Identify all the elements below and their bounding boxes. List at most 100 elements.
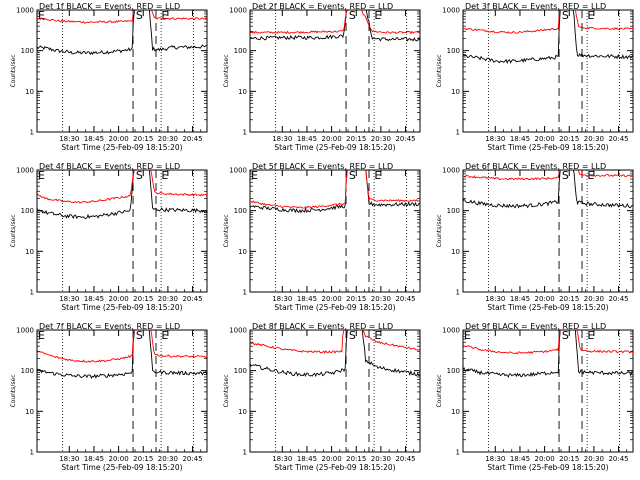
chart-panel: Det 4f BLACK = Events, RED = LLD 1 10 100 10… xyxy=(10,162,208,312)
marker-label: S xyxy=(136,329,143,342)
x-tick-label: 20:15 xyxy=(346,135,366,143)
marker-label: S xyxy=(136,9,143,22)
x-tick-label: 18:30 xyxy=(59,135,79,143)
chart-panel: Det 6f BLACK = Events, RED = LLD 1 10 100 10… xyxy=(436,162,634,312)
x-axis-label: Start Time (25-Feb-09 18:15:20) xyxy=(274,303,395,312)
plot-frame xyxy=(462,169,634,293)
x-tick-label: 20:15 xyxy=(133,455,153,463)
plot-frame xyxy=(249,329,421,453)
x-tick-label: 20:30 xyxy=(371,295,391,303)
series-line-events xyxy=(37,330,207,380)
marker-label: E xyxy=(161,329,168,342)
x-tick-label: 20:15 xyxy=(559,295,579,303)
x-tick-label: 20:45 xyxy=(182,135,202,143)
y-tick-label: 100 xyxy=(447,367,460,375)
x-tick-label: 18:30 xyxy=(485,135,505,143)
chart-title: Det 5f BLACK = Events, RED = LLD xyxy=(252,162,393,171)
x-tick-label: 20:15 xyxy=(559,455,579,463)
y-tick-label: 100 xyxy=(234,47,247,55)
y-tick-label: 10 xyxy=(238,408,247,416)
chart-panel: Det 2f BLACK = Events, RED = LLD 1 10 100 10… xyxy=(223,2,421,152)
series-line-events xyxy=(250,170,420,214)
y-axis-label: Counts/sec xyxy=(436,214,443,247)
chart-panel: Det 5f BLACK = Events, RED = LLD 1 10 100 10… xyxy=(223,162,421,312)
x-tick-label: 20:45 xyxy=(182,455,202,463)
y-tick-label: 1 xyxy=(30,129,34,137)
x-axis-label: Start Time (25-Feb-09 18:15:20) xyxy=(274,463,395,472)
y-tick-label: 10 xyxy=(238,248,247,256)
chart-title: Det 6f BLACK = Events, RED = LLD xyxy=(465,162,606,171)
x-tick-label: 20:30 xyxy=(158,135,178,143)
x-tick-label: 20:30 xyxy=(371,455,391,463)
y-axis-label: Counts/sec xyxy=(436,54,443,87)
x-tick-label: 20:15 xyxy=(346,295,366,303)
x-tick-label: 18:45 xyxy=(510,455,530,463)
chart-title: Det 9f BLACK = Events, RED = LLD xyxy=(465,322,606,331)
x-tick-label: 18:30 xyxy=(485,455,505,463)
marker-label: S xyxy=(562,9,569,22)
x-tick-label: 18:30 xyxy=(485,295,505,303)
x-tick-label: 18:30 xyxy=(272,455,292,463)
y-tick-label: 1 xyxy=(456,449,460,457)
plot-frame xyxy=(36,169,208,293)
x-tick-label: 18:30 xyxy=(59,455,79,463)
marker-label: S xyxy=(349,169,356,182)
y-tick-label: 1 xyxy=(456,289,460,297)
x-tick-label: 20:00 xyxy=(322,455,342,463)
x-axis-label: Start Time (25-Feb-09 18:15:20) xyxy=(61,143,182,152)
x-tick-label: 20:30 xyxy=(584,135,604,143)
x-tick-label: 18:45 xyxy=(297,295,317,303)
y-tick-label: 1000 xyxy=(229,327,247,335)
x-tick-label: 20:00 xyxy=(322,135,342,143)
y-axis-label: Counts/sec xyxy=(10,214,17,247)
x-tick-label: 18:45 xyxy=(510,295,530,303)
marker-label: E xyxy=(251,169,258,182)
series-line-lld xyxy=(463,170,633,181)
chart-panel: Det 9f BLACK = Events, RED = LLD 1 10 100 10… xyxy=(436,322,634,472)
y-tick-label: 10 xyxy=(25,88,34,96)
series-line-lld xyxy=(37,330,207,363)
series-line-events xyxy=(37,10,207,56)
plot-frame xyxy=(36,9,208,133)
series-line-lld xyxy=(463,10,633,34)
chart-title: Det 3f BLACK = Events, RED = LLD xyxy=(465,2,606,11)
marker-label: E xyxy=(38,169,45,182)
x-tick-label: 20:15 xyxy=(133,135,153,143)
series-line-events xyxy=(463,10,633,65)
x-tick-label: 20:30 xyxy=(584,295,604,303)
plot-frame xyxy=(462,329,634,453)
chart-panel: Det 8f BLACK = Events, RED = LLD 1 10 100 10… xyxy=(223,322,421,472)
x-axis-label: Start Time (25-Feb-09 18:15:20) xyxy=(487,143,608,152)
x-axis-label: Start Time (25-Feb-09 18:15:20) xyxy=(61,463,182,472)
chart-title: Det 7f BLACK = Events, RED = LLD xyxy=(39,322,180,331)
y-axis-label: Counts/sec xyxy=(10,374,17,407)
y-tick-label: 1 xyxy=(243,129,247,137)
y-tick-label: 10 xyxy=(25,248,34,256)
series-line-events xyxy=(37,170,207,220)
y-axis-label: Counts/sec xyxy=(436,374,443,407)
chart-title: Det 1f BLACK = Events, RED = LLD xyxy=(39,2,180,11)
x-tick-label: 20:30 xyxy=(371,135,391,143)
y-tick-label: 10 xyxy=(451,248,460,256)
y-tick-label: 10 xyxy=(451,88,460,96)
y-tick-label: 1 xyxy=(30,289,34,297)
x-tick-label: 20:15 xyxy=(346,455,366,463)
y-tick-label: 1000 xyxy=(16,167,34,175)
y-tick-label: 10 xyxy=(25,408,34,416)
chart-panel: Det 7f BLACK = Events, RED = LLD 1 10 100 10… xyxy=(10,322,208,472)
x-tick-label: 20:45 xyxy=(608,295,628,303)
x-axis-label: Start Time (25-Feb-09 18:15:20) xyxy=(274,143,395,152)
y-tick-label: 1000 xyxy=(442,167,460,175)
y-tick-label: 100 xyxy=(234,207,247,215)
chart-panel: Det 1f BLACK = Events, RED = LLD 1 10 100 10… xyxy=(10,2,208,152)
y-tick-label: 1 xyxy=(243,449,247,457)
x-tick-label: 20:45 xyxy=(395,295,415,303)
x-tick-label: 20:45 xyxy=(395,135,415,143)
x-tick-label: 18:30 xyxy=(59,295,79,303)
x-tick-label: 20:00 xyxy=(535,135,555,143)
y-tick-label: 100 xyxy=(21,47,34,55)
x-tick-label: 20:15 xyxy=(559,135,579,143)
x-tick-label: 20:00 xyxy=(322,295,342,303)
y-tick-label: 1000 xyxy=(16,7,34,15)
x-tick-label: 20:15 xyxy=(133,295,153,303)
